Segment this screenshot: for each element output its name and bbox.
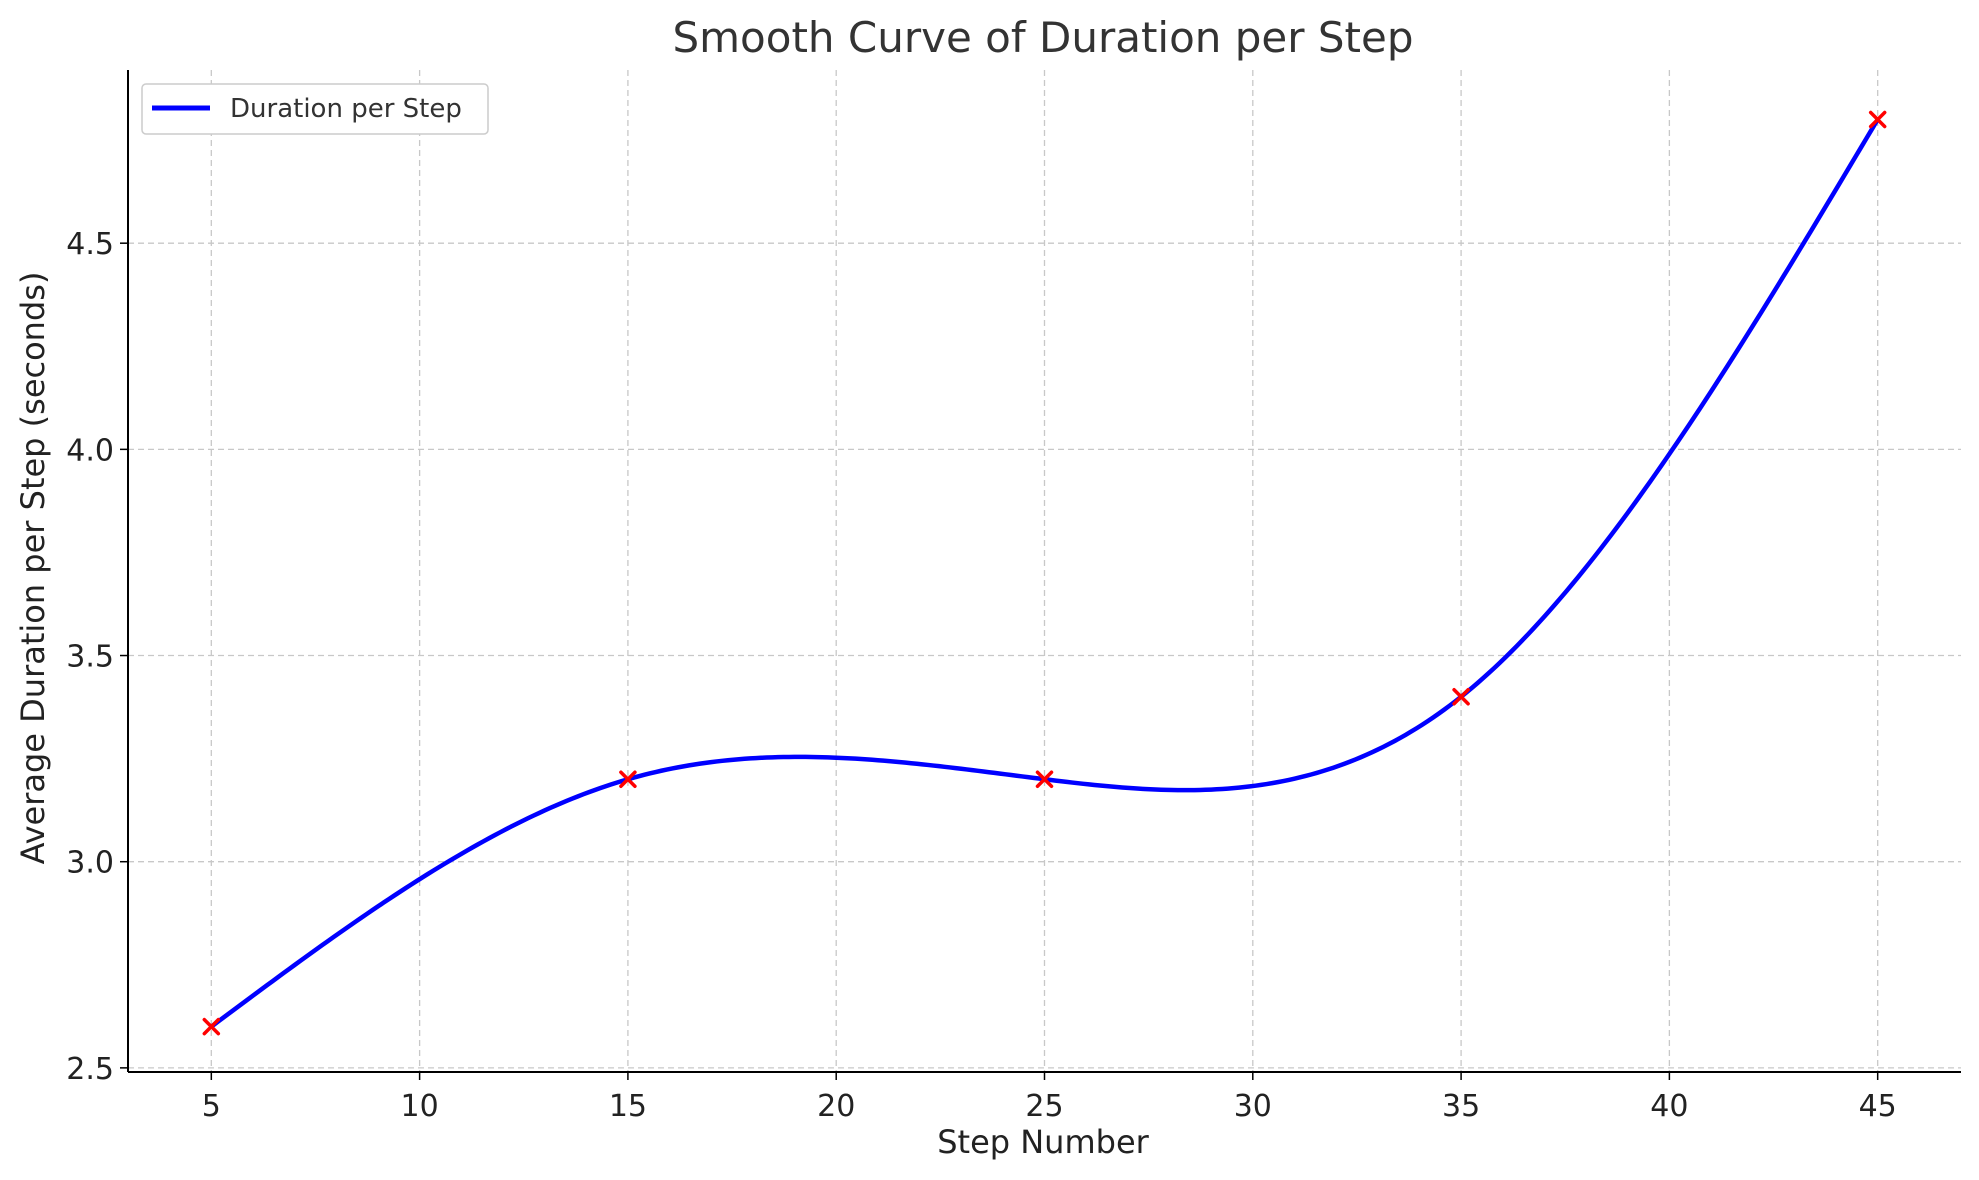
- x-tick-label: 45: [1859, 1089, 1897, 1124]
- legend-box: [141, 83, 489, 135]
- data-point-marker: [202, 1017, 221, 1036]
- x-tick-label: 10: [401, 1089, 439, 1124]
- x-tick-label: 35: [1442, 1089, 1480, 1124]
- chart-title: Smooth Curve of Duration per Step: [672, 13, 1413, 62]
- data-point-marker: [619, 770, 637, 788]
- x-tick-label: 5: [202, 1089, 221, 1124]
- tick-labels: 5 10 15 20 25 30 35 40 45 2.5 3.0 3.5 4.0 4.5: [66, 227, 1896, 1124]
- y-tick-label: 3.0: [66, 846, 114, 881]
- x-tick-label: 25: [1025, 1089, 1063, 1124]
- x-tick-label: 30: [1234, 1089, 1272, 1124]
- y-tick-label: 3.5: [66, 640, 114, 675]
- x-axis-label: Step Number: [937, 1123, 1149, 1161]
- axes: [120, 70, 1961, 1080]
- data-point-marker: [1452, 688, 1470, 706]
- x-tick-label: 40: [1650, 1089, 1688, 1124]
- data-markers: [202, 110, 1887, 1036]
- y-tick-label: 4.5: [66, 227, 114, 262]
- y-tick-label: 4.0: [66, 433, 114, 468]
- data-point-marker: [1035, 770, 1054, 788]
- x-tick-label: 20: [817, 1089, 855, 1124]
- y-axis-label: Average Duration per Step (seconds): [14, 272, 52, 865]
- x-tick-label: 15: [609, 1089, 647, 1124]
- grid-lines: [128, 70, 1961, 1072]
- y-tick-label: 2.5: [66, 1052, 114, 1087]
- legend: Duration per Step: [141, 83, 489, 135]
- data-point-marker: [1868, 110, 1887, 129]
- legend-entry-duration-per-step: Duration per Step: [230, 94, 462, 124]
